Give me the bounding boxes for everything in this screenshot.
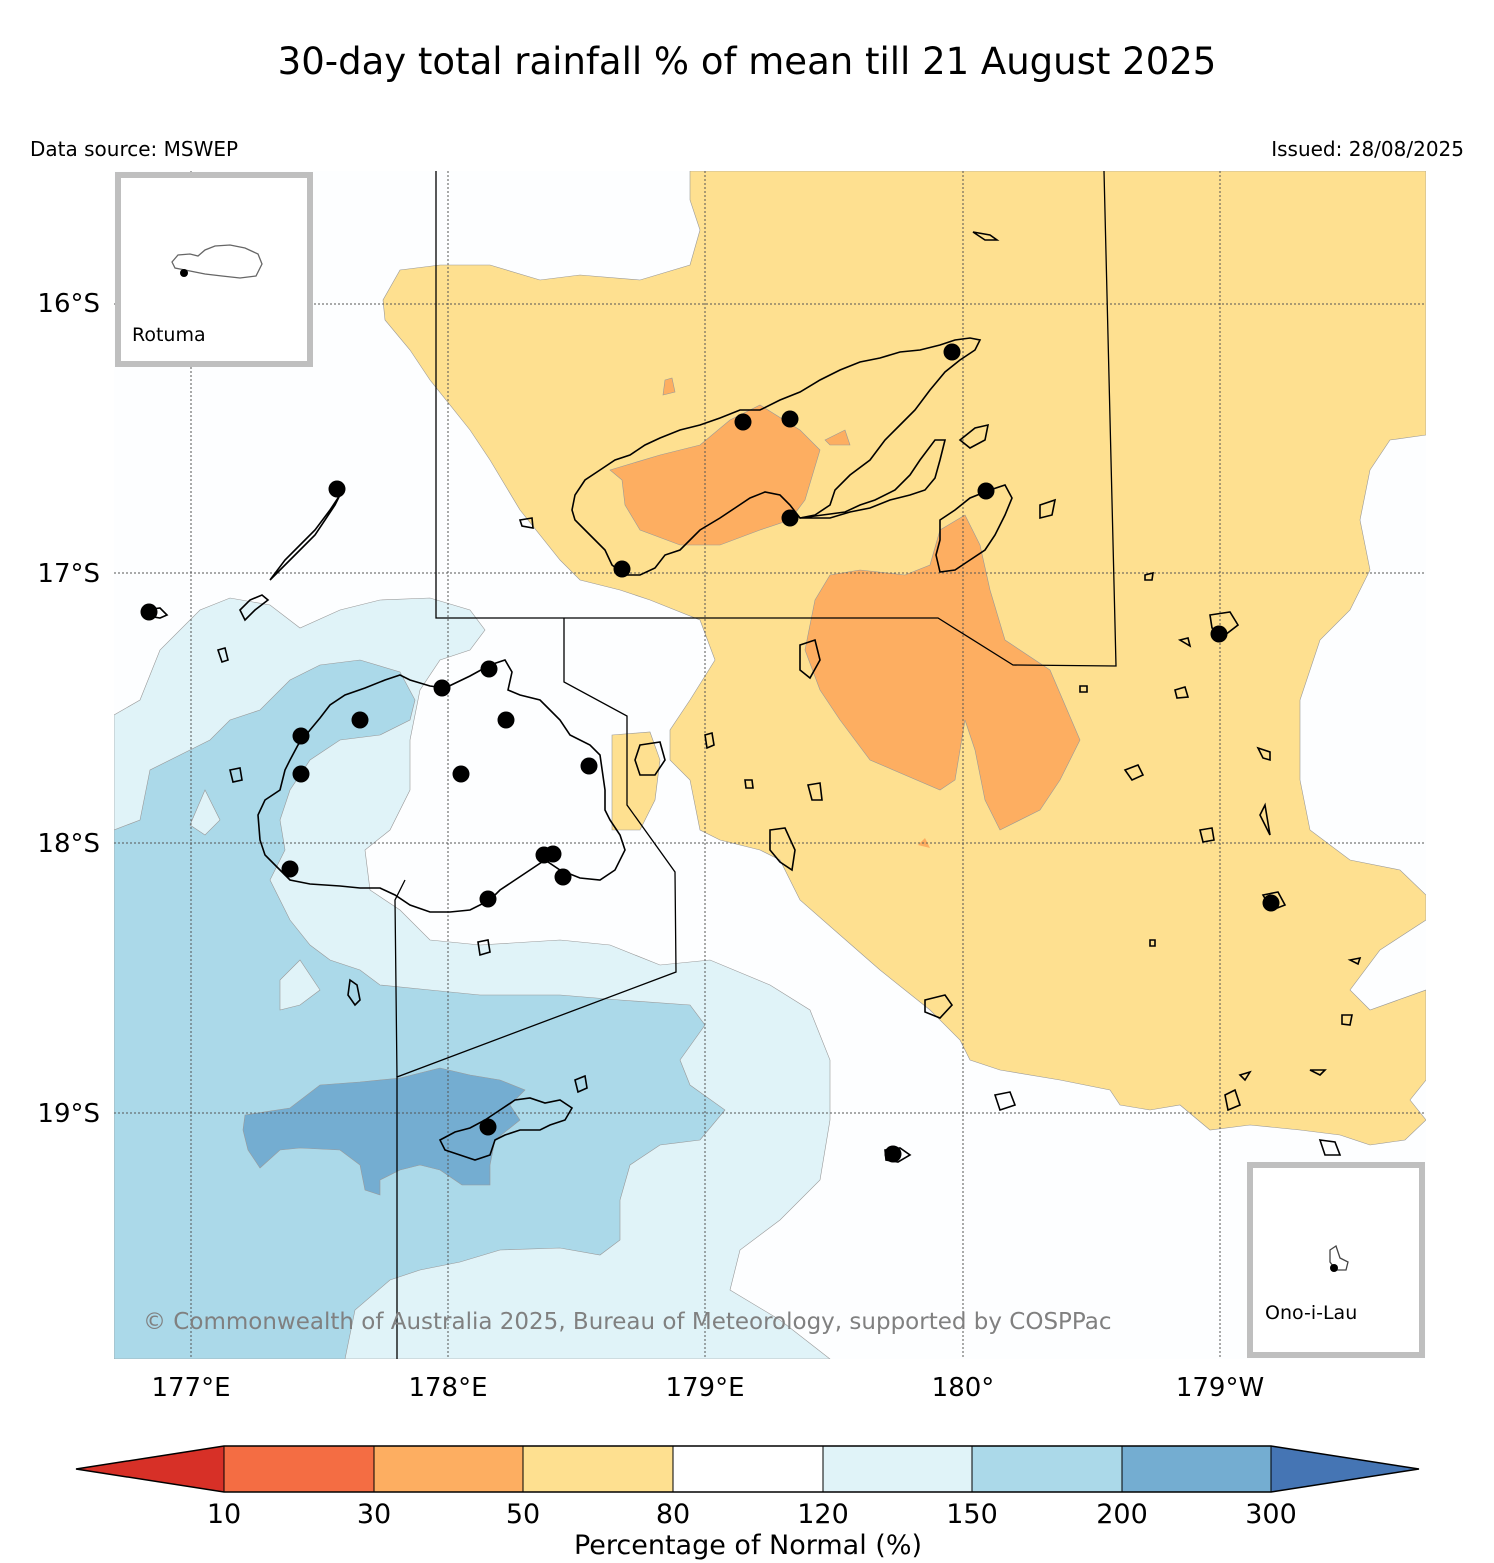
graticule xyxy=(114,171,1426,1359)
viti-levu-coast xyxy=(257,659,626,913)
colorbar-swatch-below-10 xyxy=(76,1446,224,1492)
colorbar-tick-10: 10 xyxy=(207,1499,241,1530)
colorbar-swatch-200-300 xyxy=(1122,1446,1271,1492)
contour-30-50-north xyxy=(609,404,821,546)
colorbar-title: Percentage of Normal (%) xyxy=(574,1530,922,1561)
colorbar-tick-30: 30 xyxy=(357,1499,391,1530)
ono-i-lau-island-outline xyxy=(1329,1244,1349,1271)
vanua-levu-inner xyxy=(799,439,947,519)
taveuni-coast xyxy=(935,484,1013,573)
colorbar-swatch-50-80 xyxy=(523,1446,673,1492)
station-markers xyxy=(140,343,1280,1163)
vanua-levu-coast xyxy=(571,337,982,576)
ono-i-lau-inset: Ono-i-Lau xyxy=(1247,1162,1425,1358)
colorbar-swatch-150-200 xyxy=(972,1446,1122,1492)
rotuma-inset: Rotuma xyxy=(115,172,313,367)
lon-label-177e: 177°E xyxy=(151,1373,230,1403)
ono-i-lau-inset-label: Ono-i-Lau xyxy=(1265,1302,1357,1324)
contour-50-80-small xyxy=(611,731,661,831)
colorbar-swatch-10-30 xyxy=(224,1446,374,1492)
lon-label-179w: 179°W xyxy=(1176,1373,1264,1403)
contour-150-200 xyxy=(114,659,726,1359)
colorbar-swatch-above-300 xyxy=(1271,1446,1419,1492)
copyright-notice: © Commonwealth of Australia 2025, Bureau… xyxy=(143,1309,1112,1335)
lat-label-16s: 16°S xyxy=(37,289,100,319)
colorbar-tick-150: 150 xyxy=(946,1499,998,1530)
map-title: 30-day total rainfall % of mean till 21 … xyxy=(277,40,1217,83)
lat-label-18s: 18°S xyxy=(37,829,100,859)
colorbar-tick-80: 80 xyxy=(656,1499,690,1530)
colorbar-tick-200: 200 xyxy=(1096,1499,1148,1530)
rotuma-island-outline xyxy=(171,244,263,279)
division-boundaries xyxy=(394,170,1117,1359)
lon-label-179e: 179°E xyxy=(665,1373,744,1403)
colorbar-swatch-80-120 xyxy=(673,1446,823,1492)
colorbar: 10 30 50 80 120 150 200 300 Percentage o… xyxy=(75,1445,1420,1561)
rotuma-inset-label: Rotuma xyxy=(132,324,206,346)
kadavu-coast xyxy=(438,1097,574,1161)
colorbar-tick-120: 120 xyxy=(797,1499,849,1530)
contour-30-50-central xyxy=(804,514,1081,831)
issued-date-label: Issued: 28/08/2025 xyxy=(1271,137,1464,161)
colorbar-tick-50: 50 xyxy=(506,1499,540,1530)
colorbar-swatch-120-150 xyxy=(823,1446,972,1492)
lat-label-17s: 17°S xyxy=(37,559,100,589)
colorbar-tick-300: 300 xyxy=(1245,1499,1297,1530)
lat-label-19s: 19°S xyxy=(37,1099,100,1129)
contour-200-300 xyxy=(242,1067,526,1196)
colorbar-swatch-30-50 xyxy=(374,1446,523,1492)
lon-label-178e: 178°E xyxy=(408,1373,487,1403)
lon-label-180: 180° xyxy=(932,1373,995,1403)
data-source-label: Data source: MSWEP xyxy=(30,137,239,161)
rainfall-contours xyxy=(114,171,1426,1359)
